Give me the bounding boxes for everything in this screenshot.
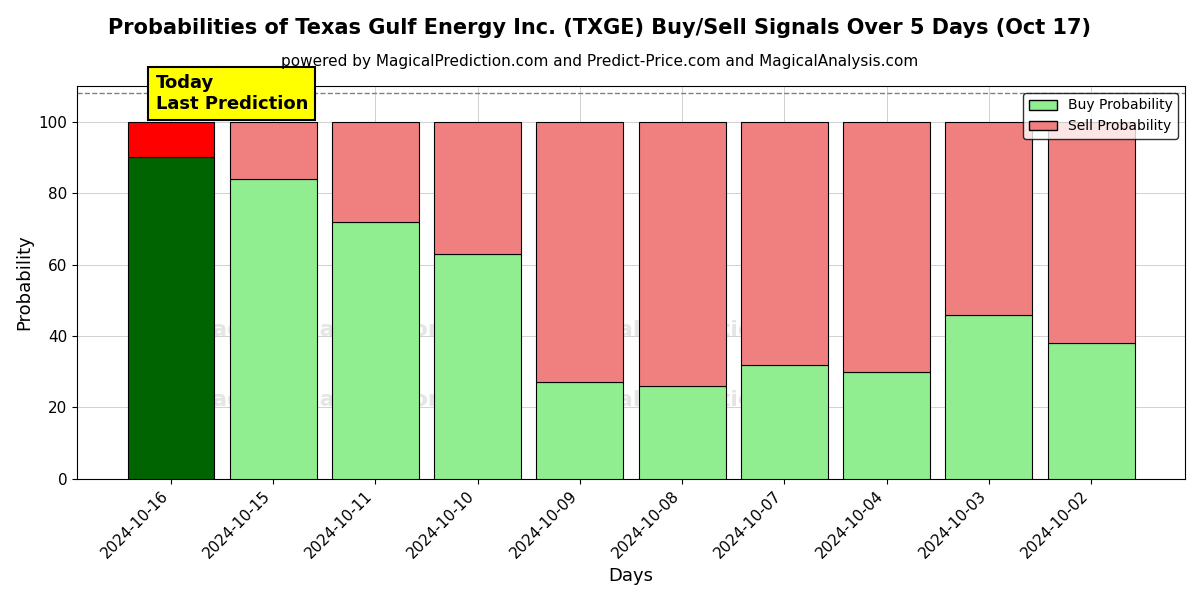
Text: MagicalPrediction.com: MagicalPrediction.com <box>544 390 829 410</box>
Bar <box>946 122 1032 314</box>
Bar <box>434 122 521 254</box>
Text: powered by MagicalPrediction.com and Predict-Price.com and MagicalAnalysis.com: powered by MagicalPrediction.com and Pre… <box>281 54 919 69</box>
Bar <box>638 386 726 479</box>
X-axis label: Days: Days <box>608 567 654 585</box>
Bar <box>332 122 419 221</box>
Bar <box>1048 122 1135 343</box>
Bar <box>434 254 521 479</box>
Bar <box>536 122 624 382</box>
Legend: Buy Probability, Sell Probability: Buy Probability, Sell Probability <box>1024 93 1178 139</box>
Text: MagicalAnalysis.com: MagicalAnalysis.com <box>191 320 451 340</box>
Text: Today
Last Prediction: Today Last Prediction <box>156 74 308 113</box>
Bar <box>740 365 828 479</box>
Bar <box>127 122 215 157</box>
Bar <box>536 382 624 479</box>
Bar <box>127 157 215 479</box>
Bar <box>844 371 930 479</box>
Bar <box>332 221 419 479</box>
Bar <box>1048 343 1135 479</box>
Bar <box>946 314 1032 479</box>
Text: MagicalPrediction.com: MagicalPrediction.com <box>544 320 829 340</box>
Text: MagicalAnalysis.com: MagicalAnalysis.com <box>191 390 451 410</box>
Text: Probabilities of Texas Gulf Energy Inc. (TXGE) Buy/Sell Signals Over 5 Days (Oct: Probabilities of Texas Gulf Energy Inc. … <box>108 18 1092 38</box>
Bar <box>229 122 317 179</box>
Bar <box>638 122 726 386</box>
Bar <box>740 122 828 365</box>
Bar <box>229 179 317 479</box>
Bar <box>844 122 930 371</box>
Y-axis label: Probability: Probability <box>14 235 32 330</box>
